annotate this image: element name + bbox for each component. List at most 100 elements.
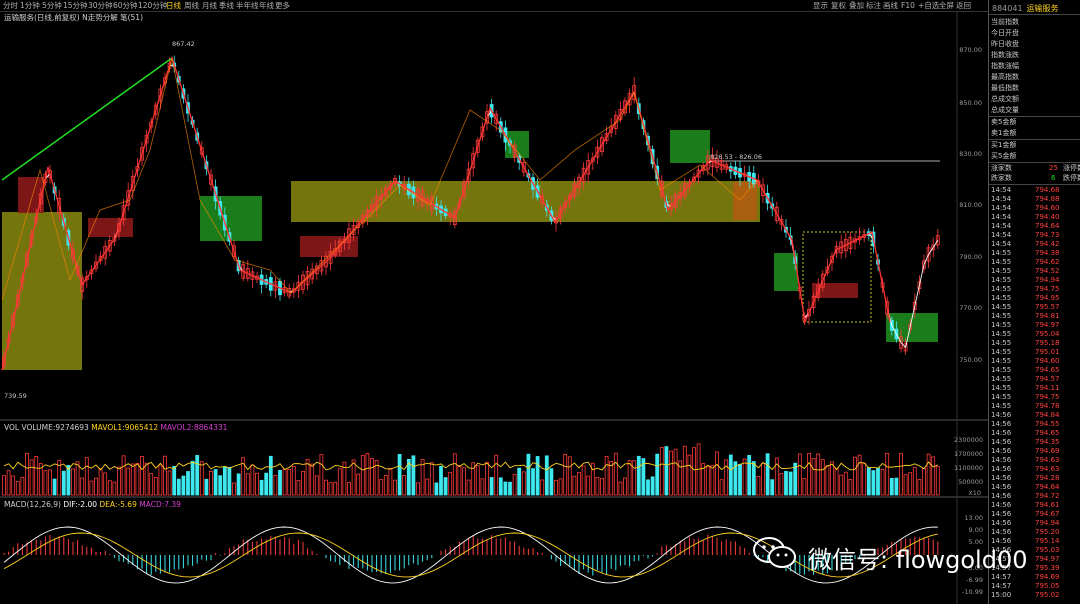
candle-body (816, 284, 821, 298)
volume-bar (682, 445, 687, 496)
volume-bar (908, 472, 913, 496)
volume-bar (153, 477, 158, 496)
volume-ma (3, 461, 938, 471)
candle-body (512, 144, 517, 158)
overlay-button[interactable]: 叠加 (849, 1, 864, 10)
tick-row: 14:56 794.55 (991, 420, 1080, 429)
tab-intraday[interactable]: 分时 (3, 1, 18, 10)
volume-bar (324, 479, 328, 496)
tab-more[interactable]: 更多 (275, 1, 290, 10)
candle-body (669, 203, 673, 210)
volume-bar (402, 475, 407, 496)
candle-body (577, 176, 581, 189)
volume-bar (765, 453, 770, 496)
candle-body (324, 255, 328, 268)
volume-header: VOL VOLUME:9274693 MAVOL1:9065412 MAVOL2… (4, 423, 227, 432)
volume-bar (866, 467, 871, 496)
volume-bar (830, 461, 834, 496)
tick-price: 794.63 (1035, 456, 1060, 464)
volume-bar (66, 465, 71, 496)
candle-body (57, 198, 62, 214)
volume-bar (94, 477, 98, 496)
tick-row: 14:56 795.14 (991, 537, 1080, 546)
tab-1min[interactable]: 1分钟 (20, 1, 40, 10)
volume-bar (935, 466, 940, 496)
tick-price: 794.38 (1035, 249, 1060, 257)
tab-quarterly[interactable]: 季线 (219, 1, 234, 10)
tick-row: 14:56 794.61 (991, 501, 1080, 510)
volume-bar (80, 477, 85, 496)
tab-15min[interactable]: 15分钟 (63, 1, 88, 10)
field-low: 最低指数 (991, 84, 1019, 92)
volume-bar (632, 460, 637, 496)
stock-header: 884041 运输服务 (989, 3, 1080, 14)
draw-button[interactable]: 画线 (883, 1, 898, 10)
tick-time: 14:57 (991, 573, 1012, 581)
price-axis-750: 750.00 (959, 356, 982, 364)
tick-time: 14:55 (991, 393, 1012, 401)
candle-body (563, 202, 568, 208)
f10-button[interactable]: F10 (901, 1, 915, 10)
candle-body (379, 195, 384, 200)
tab-yearly[interactable]: 年线 (259, 1, 274, 10)
tab-60min[interactable]: 60分钟 (113, 1, 138, 10)
volume-bar (310, 463, 315, 496)
volume-bar (314, 475, 319, 496)
adjust-button[interactable]: 复权 (831, 1, 846, 10)
back-button[interactable]: 返回 (956, 1, 971, 10)
tick-price: 794.94 (1035, 519, 1060, 527)
volume-bar (825, 465, 830, 496)
tick-row: 14:54 794.68 (991, 186, 1080, 195)
annotate-button[interactable]: 标注 (866, 1, 881, 10)
tick-row: 14:56 795.20 (991, 528, 1080, 537)
volume-bar (282, 468, 287, 496)
tab-halfyear[interactable]: 半年线 (236, 1, 259, 10)
volume-bar (268, 455, 273, 496)
volume-bar (29, 459, 34, 496)
fullscreen-button[interactable]: 全屏 (939, 1, 954, 10)
volume-bar (761, 462, 765, 496)
tick-price: 794.61 (1035, 501, 1060, 509)
candle-body (416, 188, 420, 202)
tick-time: 14:54 (991, 213, 1012, 221)
volume-bar (20, 476, 25, 496)
tab-monthly[interactable]: 月线 (202, 1, 217, 10)
candle-body (830, 255, 834, 263)
volume-bar (383, 475, 388, 496)
tab-5min[interactable]: 5分钟 (42, 1, 62, 10)
tab-daily[interactable]: 日线 (166, 1, 181, 10)
volume-bar (512, 473, 517, 496)
volume-bar (577, 472, 581, 496)
candle-body (121, 205, 126, 221)
tick-price: 794.69 (1035, 447, 1060, 455)
tick-price: 795.04 (1035, 330, 1060, 338)
tab-30min[interactable]: 30分钟 (88, 1, 113, 10)
candle-body (89, 269, 94, 274)
tick-time: 14:55 (991, 402, 1012, 410)
volume-bar (71, 468, 75, 496)
volume-bar (462, 467, 466, 496)
tick-price: 794.65 (1035, 429, 1060, 437)
tab-weekly[interactable]: 周线 (184, 1, 199, 10)
quote-panel: 884041 运输服务 当前指数 今日开盘 昨日收盘 指数涨跌 指数涨幅 最高指数… (988, 0, 1080, 604)
volume-bar (117, 466, 121, 496)
volume-bar (6, 470, 11, 496)
volume-bars (2, 443, 940, 496)
add-watchlist-button[interactable]: +自选 (918, 1, 940, 10)
display-button[interactable]: 显示 (813, 1, 828, 10)
field-change-pct: 指数涨幅 (991, 62, 1019, 70)
period-toolbar: 分时 1分钟 5分钟 15分钟 30分钟 60分钟 120分钟 日线 周线 月线… (0, 0, 988, 12)
macd-axis-neg11: -10.99 (962, 588, 983, 596)
candle-body (48, 170, 52, 178)
vol-unit: X10 (968, 489, 981, 497)
price-chart[interactable] (0, 0, 988, 604)
volume-bar (751, 461, 756, 496)
tick-row: 14:55 794.95 (991, 294, 1080, 303)
volume-bar (673, 448, 678, 496)
dea-label: DEA:-5.69 (99, 500, 137, 509)
tick-price: 794.94 (1035, 276, 1060, 284)
tick-row: 14:55 794.97 (991, 321, 1080, 330)
volume-bar (278, 470, 282, 496)
tab-120min[interactable]: 120分钟 (138, 1, 168, 10)
volume-bar (664, 446, 669, 496)
